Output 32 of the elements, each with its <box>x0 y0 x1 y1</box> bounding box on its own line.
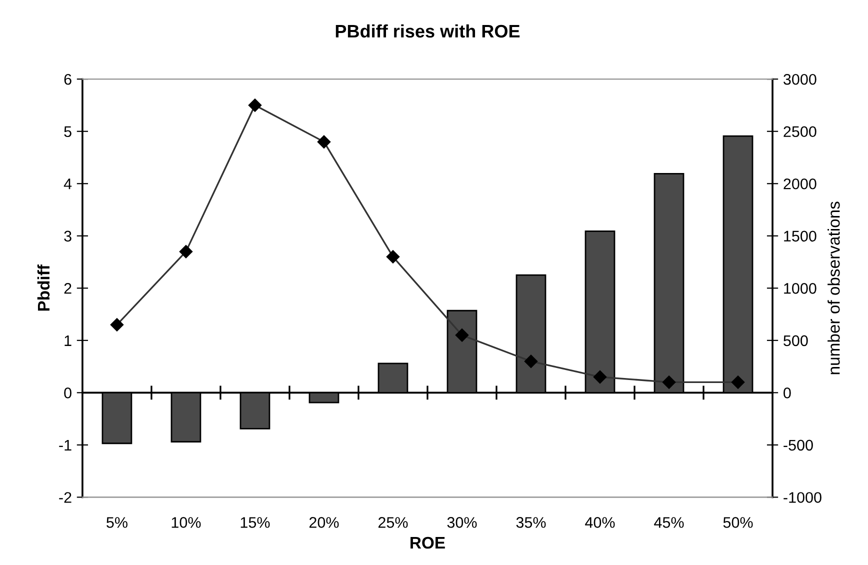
x-tick-label: 50% <box>723 517 753 528</box>
y2-tick-label: -1000 <box>784 492 822 503</box>
y2-tick-label: 2500 <box>784 126 816 138</box>
chart-title: PBdiff rises with ROE <box>336 24 520 38</box>
y-tick-label: 1 <box>64 335 72 346</box>
y-tick-label: 5 <box>64 126 72 138</box>
y-tick-label: -1 <box>59 440 72 450</box>
y-tick-label: 4 <box>64 178 72 190</box>
y2-axis-title: number of observations <box>828 202 840 374</box>
y-tick-label: 6 <box>64 74 72 85</box>
y2-tick-label: 2000 <box>784 178 816 190</box>
x-tick-label: 5% <box>106 517 128 528</box>
x-tick-label: 10% <box>172 517 201 528</box>
x-tick-label: 30% <box>447 517 477 528</box>
y2-tick-label: -500 <box>784 440 813 451</box>
y-tick-label: 3 <box>64 230 72 242</box>
y2-tick-label: 3000 <box>784 74 816 85</box>
y-tick-label: 0 <box>64 388 72 398</box>
x-tick-label: 35% <box>516 517 546 528</box>
x-tick-label: 15% <box>240 517 270 528</box>
x-tick-label: 40% <box>585 517 615 528</box>
y2-tick-label: 500 <box>784 335 808 346</box>
x-axis-title: ROE <box>410 536 445 549</box>
y-tick-label: -2 <box>59 492 72 503</box>
y2-tick-label: 0 <box>784 388 791 398</box>
x-tick-label: 20% <box>309 517 339 528</box>
x-tick-label: 25% <box>378 517 408 528</box>
x-tick-label: 45% <box>654 517 684 528</box>
y-axis-title: Pbdiff <box>37 264 50 311</box>
y-tick-label: 2 <box>64 283 72 294</box>
y2-tick-label: 1000 <box>784 283 816 294</box>
y2-tick-label: 1500 <box>784 230 816 242</box>
